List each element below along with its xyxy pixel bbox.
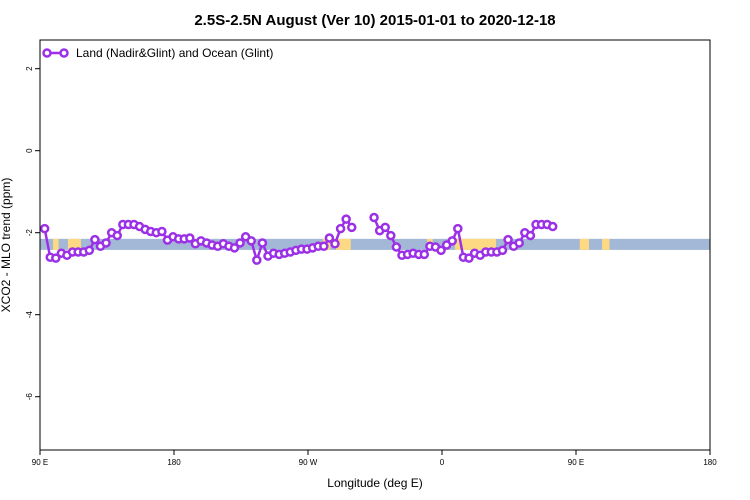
data-point: [386, 230, 396, 241]
data-point: [436, 245, 446, 256]
data-point: [84, 245, 95, 256]
land-segment: [67, 238, 81, 250]
data-point: [547, 221, 558, 232]
data-point: [335, 223, 346, 234]
data-point: [39, 223, 50, 234]
data-point: [380, 222, 390, 233]
data-point: [252, 255, 262, 265]
y-tick-label: -6: [25, 393, 34, 401]
x-tick-label: 90 E: [32, 458, 48, 467]
data-point: [330, 239, 340, 249]
x-axis-ticks: 90 E 180 90 W 0 90 E 180: [32, 450, 717, 467]
x-tick-label: 180: [703, 458, 717, 467]
x-tick-label: 90 E: [568, 458, 584, 467]
data-point: [447, 236, 457, 246]
legend-marker-left: [42, 48, 52, 58]
y-axis-label: XCO2 - MLO trend (ppm): [0, 178, 13, 313]
y-axis-ticks: 2 0 -2 -4 -6: [25, 66, 40, 400]
chart-title: 2.5S-2.5N August (Ver 10) 2015-01-01 to …: [194, 12, 555, 29]
data-point: [246, 236, 256, 246]
series-layer: [39, 212, 558, 265]
data-point: [341, 214, 351, 224]
x-tick-label: 180: [167, 458, 181, 467]
data-point: [257, 238, 268, 248]
data-point: [185, 233, 195, 243]
data-point: [235, 238, 245, 248]
land-segment: [602, 238, 610, 250]
data-point: [112, 230, 122, 241]
legend-marker-right: [59, 48, 69, 58]
data-point: [319, 241, 329, 251]
x-axis-label: Longitude (deg E): [327, 476, 422, 490]
data-point: [503, 234, 513, 245]
land-segment: [455, 238, 496, 250]
land-segment: [53, 238, 59, 250]
data-point: [51, 253, 61, 263]
data-point: [419, 249, 430, 260]
data-point: [391, 242, 402, 252]
data-point: [453, 223, 463, 234]
data-point: [157, 226, 167, 237]
data-point: [324, 233, 335, 243]
surface-band: [40, 238, 710, 250]
ocean-band: [40, 238, 710, 250]
x-tick-label: 90 W: [299, 458, 318, 467]
land-segment: [335, 238, 351, 250]
data-point: [514, 238, 524, 248]
land-segment: [579, 238, 590, 250]
plot-frame: [39, 39, 711, 451]
data-point: [497, 245, 508, 256]
data-point: [369, 212, 379, 223]
legend: Land (Nadir&Glint) and Ocean (Glint): [42, 46, 273, 60]
y-tick-label: 2: [25, 66, 34, 71]
data-point: [90, 234, 100, 245]
data-point: [229, 243, 240, 253]
data-point: [101, 238, 111, 248]
legend-label: Land (Nadir&Glint) and Ocean (Glint): [76, 46, 273, 60]
y-tick-label: 0: [25, 148, 34, 153]
data-point: [464, 253, 474, 263]
y-tick-label: -2: [25, 229, 34, 237]
y-tick-label: -4: [25, 311, 34, 319]
x-tick-label: 0: [440, 458, 445, 467]
data-point: [346, 222, 357, 233]
data-point: [525, 230, 536, 241]
